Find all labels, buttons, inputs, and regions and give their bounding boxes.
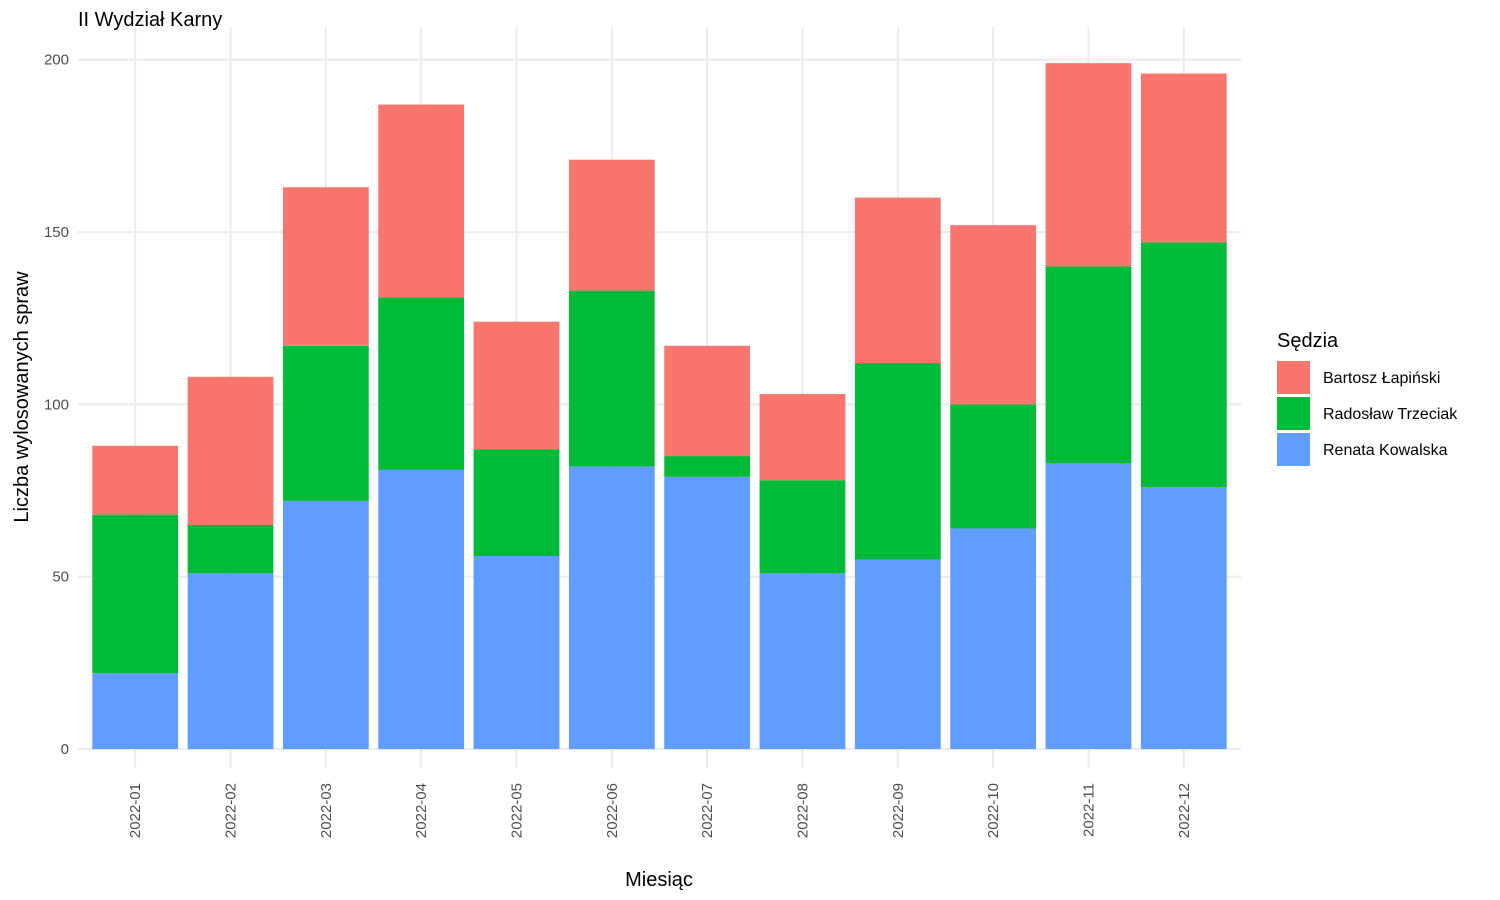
y-axis-ticks: 0 50 100 150 200 <box>44 52 69 758</box>
x-tick-label: 2022-07 <box>699 783 716 838</box>
legend: Sędzia Bartosz Łapiński Radosław Trzeciak… <box>1277 330 1458 466</box>
bar-segment <box>473 556 560 750</box>
bar-segment <box>92 514 179 674</box>
x-tick-label: 2022-10 <box>985 783 1002 838</box>
x-tick-label: 2022-11 <box>1080 783 1097 837</box>
bar-segment <box>473 449 560 557</box>
legend-swatch <box>1277 433 1310 466</box>
bar-segment <box>187 573 274 750</box>
bar-segment <box>664 476 751 750</box>
bar-segment <box>187 376 274 526</box>
bar-segment <box>950 404 1037 529</box>
bar-segment <box>378 297 465 470</box>
bar-segment <box>92 673 179 750</box>
x-tick-label: 2022-03 <box>318 783 335 838</box>
bar-segment <box>759 394 846 481</box>
x-tick-label: 2022-06 <box>604 783 621 838</box>
bar-segment <box>1140 73 1227 243</box>
bar-segment <box>664 456 751 477</box>
bar-segment <box>950 528 1037 750</box>
bar-segment <box>568 159 655 291</box>
legend-label: Bartosz Łapiński <box>1323 370 1440 387</box>
bar-segment <box>282 187 369 346</box>
bar-segment <box>282 500 369 750</box>
bar-segment <box>854 197 941 364</box>
legend-swatch <box>1277 361 1310 394</box>
x-tick-label: 2022-04 <box>413 783 430 838</box>
x-tick-label: 2022-05 <box>509 783 526 838</box>
legend-title: Sędzia <box>1277 330 1339 352</box>
bar-segment <box>854 363 941 560</box>
bar-segment <box>568 466 655 750</box>
bar-segment <box>92 445 179 515</box>
chart-title: II Wydział Karny <box>78 9 222 31</box>
x-tick-label: 2022-01 <box>127 783 144 838</box>
y-tick-label: 200 <box>44 52 69 69</box>
legend-label: Radosław Trzeciak <box>1323 406 1458 423</box>
bar-segment <box>950 225 1037 405</box>
bars <box>92 63 1227 750</box>
legend-items: Bartosz Łapiński Radosław Trzeciak Renata … <box>1277 361 1458 466</box>
bar-segment <box>282 345 369 501</box>
y-tick-label: 100 <box>44 396 69 413</box>
bar-segment <box>664 345 751 457</box>
bar-segment <box>1045 63 1132 267</box>
x-axis-title: Miesiąc <box>625 869 693 891</box>
y-tick-label: 0 <box>61 741 69 758</box>
bar-segment <box>759 480 846 574</box>
y-tick-label: 50 <box>52 569 69 586</box>
bar-segment <box>568 290 655 467</box>
x-tick-label: 2022-09 <box>890 783 907 838</box>
legend-swatch <box>1277 397 1310 430</box>
x-axis-ticks: 2022-01 2022-02 2022-03 2022-04 2022-05 2022-… <box>127 783 1193 838</box>
x-tick-label: 2022-08 <box>794 783 811 838</box>
bar-segment <box>759 573 846 750</box>
bar-segment <box>378 469 465 750</box>
bar-segment <box>187 525 274 574</box>
y-axis-title: Liczba wylosowanych spraw <box>11 271 33 523</box>
bar-segment <box>1140 242 1227 488</box>
legend-label: Renata Kowalska <box>1323 442 1448 459</box>
x-tick-label: 2022-02 <box>223 783 240 838</box>
x-tick-label: 2022-12 <box>1176 783 1193 838</box>
bar-segment <box>1045 462 1132 750</box>
bar-segment <box>473 321 560 450</box>
bar-segment <box>378 104 465 298</box>
bar-segment <box>1140 487 1227 750</box>
bar-segment <box>1045 266 1132 463</box>
bar-segment <box>854 559 941 750</box>
y-tick-label: 150 <box>44 224 69 241</box>
